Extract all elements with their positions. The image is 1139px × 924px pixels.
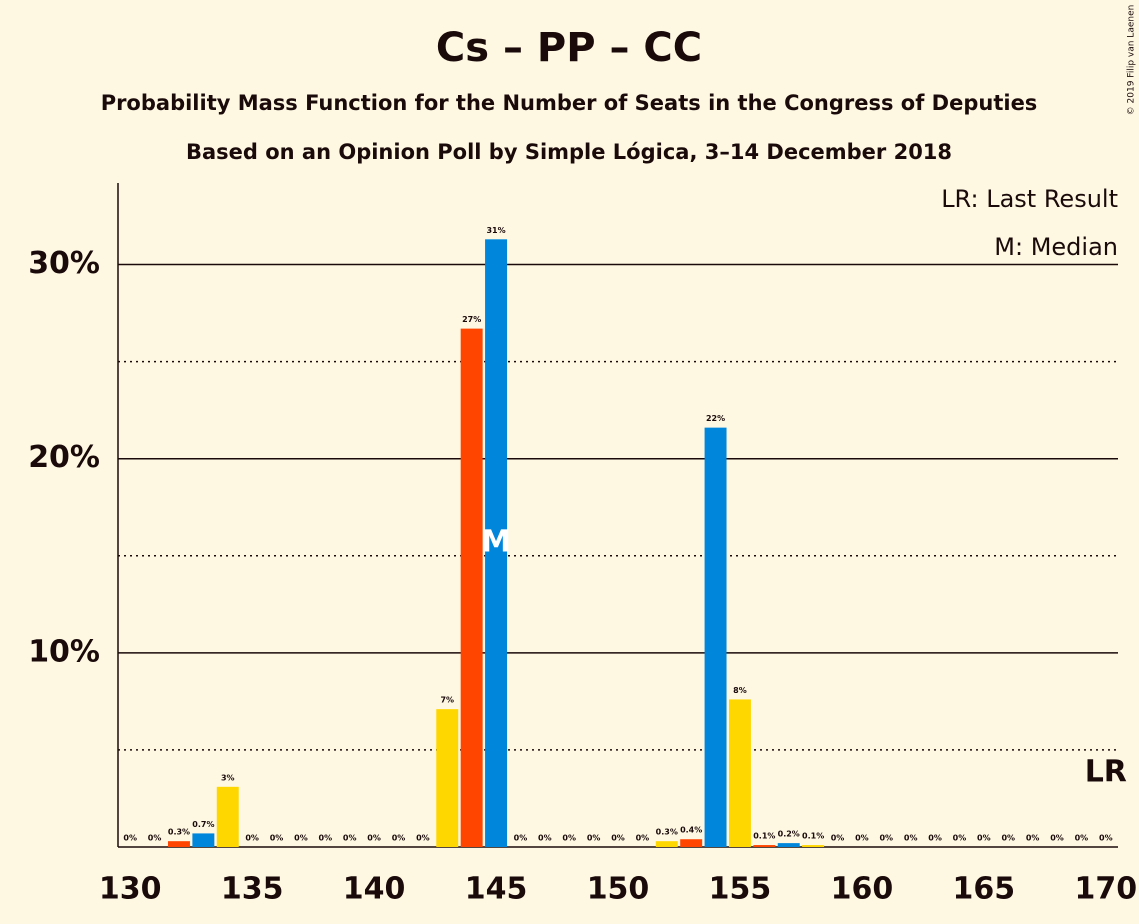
x-tick-label: 130 xyxy=(99,872,162,907)
value-label: 0% xyxy=(343,834,357,843)
value-label: 0% xyxy=(1001,834,1015,843)
value-label: 31% xyxy=(486,226,505,235)
value-label: 0% xyxy=(636,834,650,843)
value-label: 0% xyxy=(1050,834,1064,843)
bar xyxy=(436,709,459,847)
last-result-marker: LR xyxy=(1085,755,1127,790)
value-label: 0% xyxy=(1026,834,1040,843)
value-label: 3% xyxy=(221,773,235,782)
value-label: 0% xyxy=(562,834,576,843)
bar xyxy=(216,786,239,847)
bar xyxy=(753,845,776,847)
value-label: 0.1% xyxy=(802,832,824,841)
value-label: 0% xyxy=(392,834,406,843)
value-label: 0% xyxy=(611,834,625,843)
chart-subtitle: Based on an Opinion Poll by Simple Lógic… xyxy=(186,140,952,164)
bar xyxy=(485,239,508,848)
y-tick-label: 20% xyxy=(28,440,100,475)
value-label: 0.7% xyxy=(192,820,214,829)
value-label: 0% xyxy=(904,834,918,843)
bar xyxy=(728,699,751,847)
value-label: 0% xyxy=(538,834,552,843)
bar xyxy=(680,839,703,847)
value-label: 27% xyxy=(462,315,481,324)
value-label: 0.2% xyxy=(778,830,800,839)
value-label: 0% xyxy=(123,834,137,843)
x-tick-label: 150 xyxy=(587,872,650,907)
bar xyxy=(655,841,678,847)
copyright: © 2019 Filip van Laenen xyxy=(1127,5,1137,116)
legend-entry: M: Median xyxy=(994,233,1118,261)
value-label: 0.1% xyxy=(753,832,775,841)
x-tick-label: 145 xyxy=(465,872,528,907)
x-tick-label: 170 xyxy=(1074,872,1137,907)
value-label: 0% xyxy=(953,834,967,843)
value-label: 0% xyxy=(1075,834,1089,843)
value-label: 0% xyxy=(587,834,601,843)
value-label: 0% xyxy=(148,834,162,843)
value-label: 8% xyxy=(733,686,747,695)
y-tick-label: 10% xyxy=(28,634,100,669)
bar xyxy=(802,845,825,847)
bar xyxy=(777,843,800,847)
value-label: 22% xyxy=(706,414,725,423)
chart-title: Cs – PP – CC xyxy=(436,25,702,71)
x-tick-label: 155 xyxy=(709,872,772,907)
value-label: 0% xyxy=(977,834,991,843)
y-tick-label: 30% xyxy=(28,246,100,281)
bar xyxy=(192,833,215,847)
value-label: 0% xyxy=(514,834,528,843)
legend-entry: LR: Last Result xyxy=(941,185,1118,213)
x-tick-label: 140 xyxy=(343,872,406,907)
value-label: 0.4% xyxy=(680,826,702,835)
value-label: 0% xyxy=(831,834,845,843)
chart-subtitle: Probability Mass Function for the Number… xyxy=(101,91,1038,115)
value-label: 0% xyxy=(294,834,308,843)
value-label: 0% xyxy=(319,834,333,843)
value-label: 0% xyxy=(270,834,284,843)
value-label: 0.3% xyxy=(168,828,190,837)
value-label: 0% xyxy=(245,834,259,843)
x-tick-label: 135 xyxy=(221,872,284,907)
value-label: 0.3% xyxy=(656,828,678,837)
value-label: 0% xyxy=(416,834,430,843)
bar xyxy=(704,427,727,847)
value-label: 0% xyxy=(367,834,381,843)
bar xyxy=(168,841,190,847)
x-tick-label: 165 xyxy=(953,872,1016,907)
value-label: 7% xyxy=(440,696,454,705)
value-label: 0% xyxy=(879,834,893,843)
value-label: 0% xyxy=(1099,834,1113,843)
value-label: 0% xyxy=(855,834,869,843)
median-marker: M xyxy=(481,525,511,560)
x-tick-label: 160 xyxy=(831,872,894,907)
value-label: 0% xyxy=(928,834,942,843)
bar xyxy=(460,328,483,848)
